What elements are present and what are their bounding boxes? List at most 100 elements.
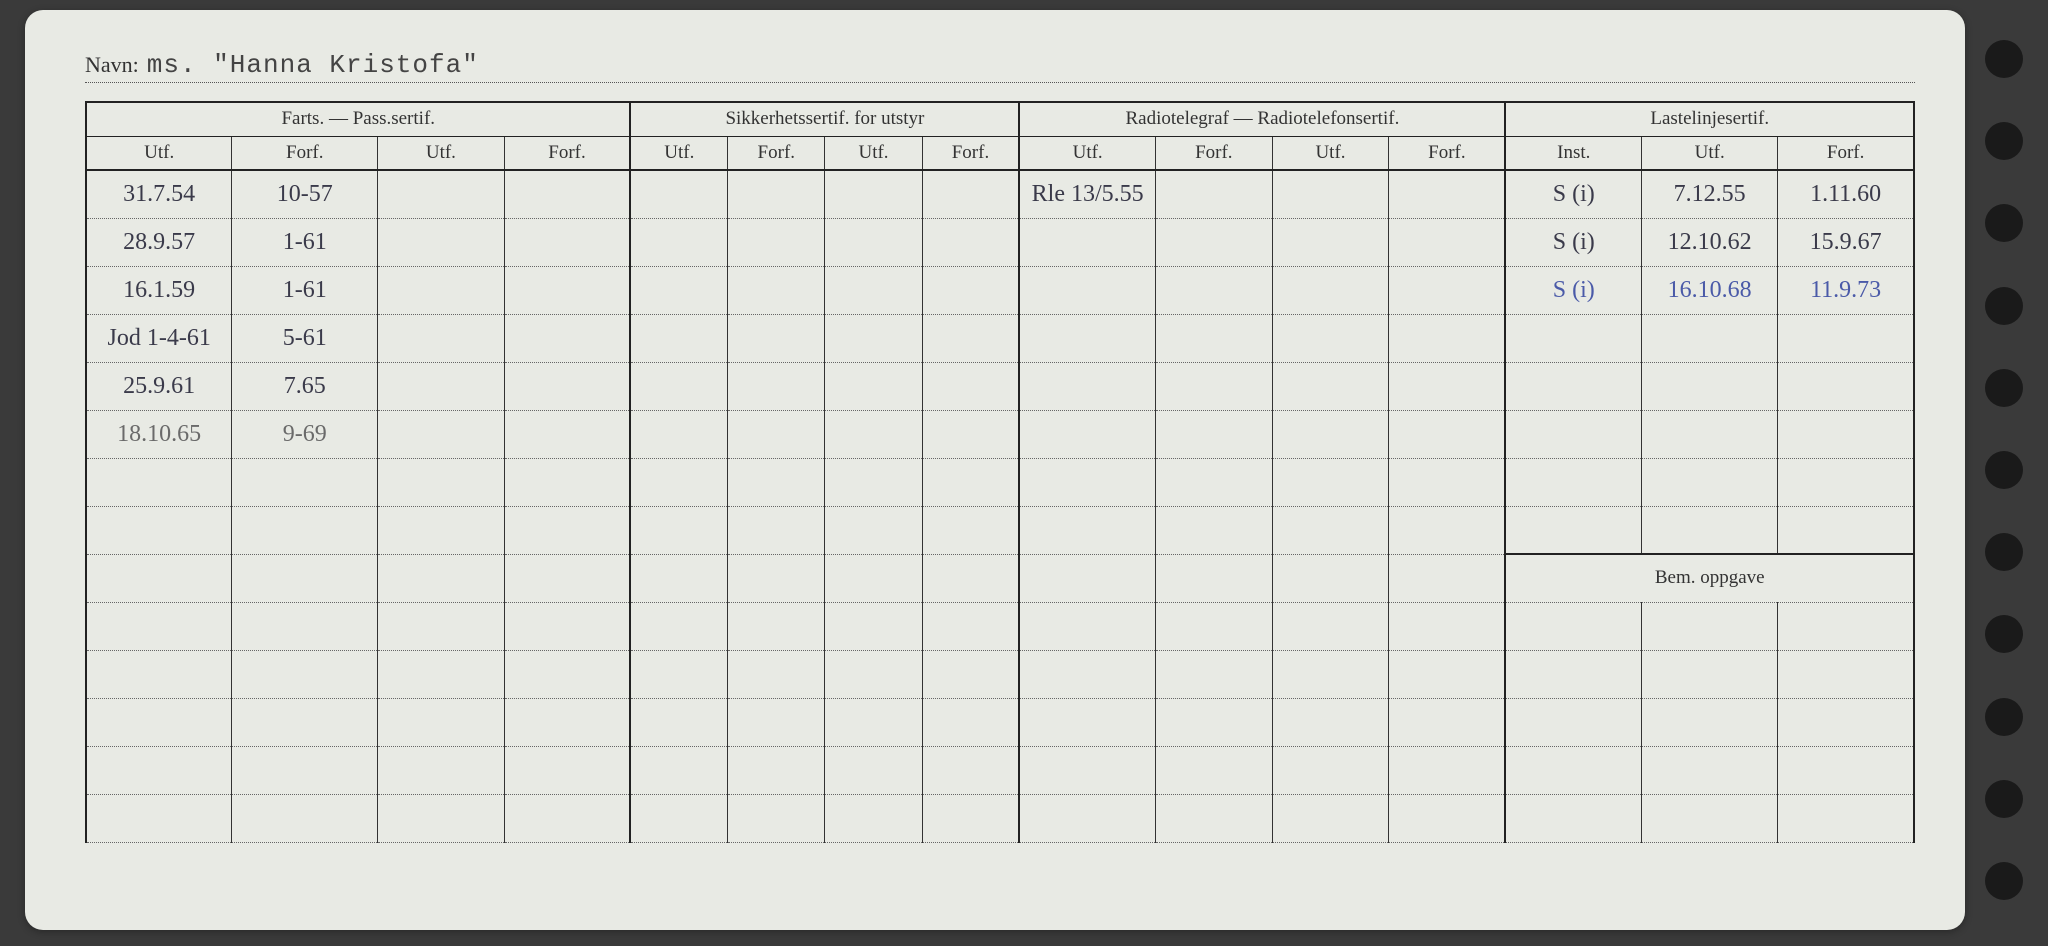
cell xyxy=(1019,362,1155,410)
cell xyxy=(504,794,630,842)
cell: 7.65 xyxy=(232,362,378,410)
cell xyxy=(728,170,825,218)
cell xyxy=(922,794,1019,842)
cell xyxy=(1155,458,1272,506)
cell xyxy=(922,554,1019,602)
cell xyxy=(728,362,825,410)
cell: 28.9.57 xyxy=(86,218,232,266)
cell xyxy=(378,746,504,794)
table-body: 31.7.5410-57Rle 13/5.55S (i)7.12.551.11.… xyxy=(86,170,1914,842)
cell xyxy=(922,746,1019,794)
cell xyxy=(504,410,630,458)
cell xyxy=(232,554,378,602)
cell xyxy=(630,554,727,602)
cell xyxy=(378,650,504,698)
cell xyxy=(1389,554,1506,602)
cell xyxy=(922,458,1019,506)
cell xyxy=(1389,506,1506,554)
cell xyxy=(1505,602,1641,650)
col-utf: Utf. xyxy=(1642,136,1778,170)
cell: 1.11.60 xyxy=(1778,170,1914,218)
cell xyxy=(825,602,922,650)
cell xyxy=(378,698,504,746)
bem-oppgave-row: Bem. oppgave xyxy=(86,554,1914,602)
cell xyxy=(728,602,825,650)
cell xyxy=(728,794,825,842)
cell xyxy=(232,602,378,650)
cell xyxy=(1155,506,1272,554)
cell xyxy=(630,794,727,842)
col-inst: Inst. xyxy=(1505,136,1641,170)
cell xyxy=(825,746,922,794)
cell: Jod 1-4-61 xyxy=(86,314,232,362)
cell xyxy=(1272,266,1389,314)
cell xyxy=(728,218,825,266)
cell: 12.10.62 xyxy=(1642,218,1778,266)
cell xyxy=(630,746,727,794)
cell xyxy=(1272,794,1389,842)
cell xyxy=(825,458,922,506)
cell xyxy=(1505,746,1641,794)
table-row: 28.9.571-61S (i)12.10.6215.9.67 xyxy=(86,218,1914,266)
cell xyxy=(378,458,504,506)
cell xyxy=(1505,410,1641,458)
cell xyxy=(378,170,504,218)
cell xyxy=(378,506,504,554)
cell xyxy=(1642,362,1778,410)
cell xyxy=(504,458,630,506)
bem-oppgave-label: Bem. oppgave xyxy=(1505,554,1914,602)
cell xyxy=(1778,410,1914,458)
table-row: 18.10.659-69 xyxy=(86,410,1914,458)
table-row: 16.1.591-61S (i)16.10.6811.9.73 xyxy=(86,266,1914,314)
cell xyxy=(922,362,1019,410)
cell xyxy=(1272,362,1389,410)
cell xyxy=(1389,650,1506,698)
cell xyxy=(378,410,504,458)
cell xyxy=(1272,506,1389,554)
cell xyxy=(922,506,1019,554)
cell xyxy=(378,602,504,650)
cell xyxy=(630,362,727,410)
cell xyxy=(630,266,727,314)
cell xyxy=(1505,314,1641,362)
cell xyxy=(1778,794,1914,842)
name-row: Navn: ms. "Hanna Kristofa" xyxy=(85,50,1915,83)
cell xyxy=(86,698,232,746)
hole-icon xyxy=(1985,122,2023,160)
cell xyxy=(1389,746,1506,794)
cell xyxy=(922,314,1019,362)
cell xyxy=(825,218,922,266)
cell xyxy=(630,458,727,506)
cell: 7.12.55 xyxy=(1642,170,1778,218)
cell xyxy=(1642,698,1778,746)
page-wrap: Navn: ms. "Hanna Kristofa" Farts. — Pass… xyxy=(25,10,2023,930)
cell xyxy=(1389,698,1506,746)
cell xyxy=(825,410,922,458)
cell xyxy=(1642,458,1778,506)
cell xyxy=(728,506,825,554)
cell xyxy=(1272,698,1389,746)
cell: 15.9.67 xyxy=(1778,218,1914,266)
cell xyxy=(825,266,922,314)
cell xyxy=(728,266,825,314)
cell xyxy=(630,506,727,554)
cell xyxy=(1642,650,1778,698)
cell xyxy=(504,746,630,794)
cell xyxy=(504,554,630,602)
table-row xyxy=(86,458,1914,506)
cell xyxy=(1155,314,1272,362)
cell xyxy=(728,314,825,362)
cell xyxy=(1505,458,1641,506)
cell xyxy=(1019,458,1155,506)
cell xyxy=(1389,410,1506,458)
cell xyxy=(1019,746,1155,794)
hole-icon xyxy=(1985,40,2023,78)
hole-icon xyxy=(1985,451,2023,489)
cell xyxy=(1505,698,1641,746)
cell xyxy=(1778,698,1914,746)
cell xyxy=(1019,650,1155,698)
table-header: Farts. — Pass.sertif. Sikkerhetssertif. … xyxy=(86,102,1914,170)
col-forf: Forf. xyxy=(232,136,378,170)
cell xyxy=(504,650,630,698)
index-card: Navn: ms. "Hanna Kristofa" Farts. — Pass… xyxy=(25,10,1965,930)
